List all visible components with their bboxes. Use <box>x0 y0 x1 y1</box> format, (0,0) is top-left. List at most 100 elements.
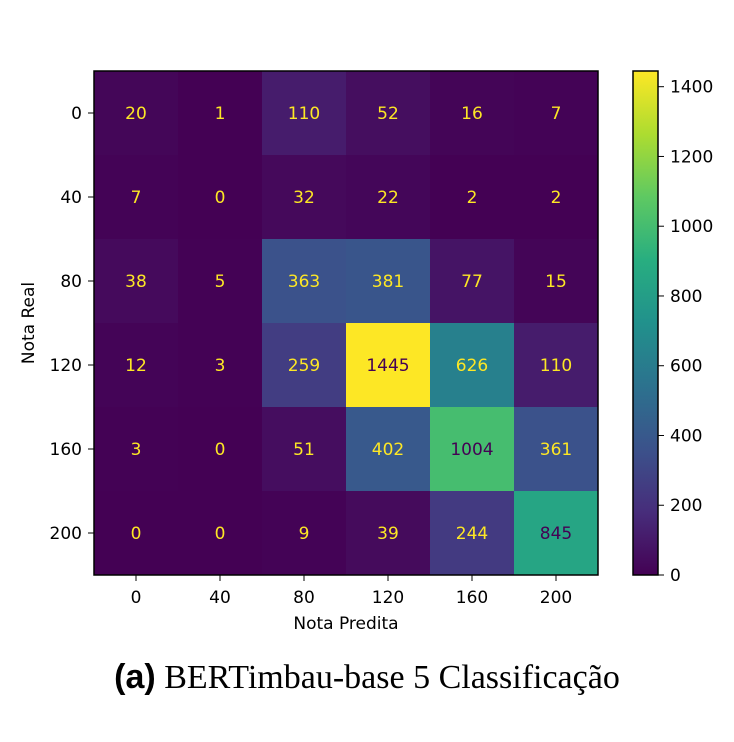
x-tick-label: 0 <box>131 588 142 608</box>
cell-value-label: 16 <box>461 104 483 124</box>
cell-value-label: 845 <box>540 524 572 544</box>
y-tick-label: 160 <box>50 440 82 460</box>
heatmap-cell <box>94 491 179 576</box>
y-tick-label: 80 <box>60 272 82 292</box>
cell-value-label: 259 <box>288 356 320 376</box>
cell-value-label: 12 <box>125 356 147 376</box>
cell-value-label: 3 <box>215 356 226 376</box>
x-tick-label: 200 <box>540 588 572 608</box>
cell-value-label: 0 <box>215 440 226 460</box>
cell-value-label: 381 <box>372 272 404 292</box>
heatmap-cell <box>346 155 431 240</box>
cell-value-label: 51 <box>293 440 315 460</box>
heatmap-cell <box>514 239 599 324</box>
x-tick-label: 80 <box>293 588 315 608</box>
heatmap-cell <box>178 407 263 492</box>
cell-value-label: 9 <box>299 524 310 544</box>
heatmap-cell <box>178 155 263 240</box>
cell-value-label: 0 <box>215 524 226 544</box>
heatmap-cell <box>178 323 263 408</box>
cell-value-label: 77 <box>461 272 483 292</box>
cell-value-label: 22 <box>377 188 399 208</box>
heatmap-cell <box>178 239 263 324</box>
cell-value-label: 110 <box>540 356 572 376</box>
cell-value-label: 402 <box>372 440 404 460</box>
cell-value-label: 363 <box>288 272 320 292</box>
heatmap-cell <box>94 239 179 324</box>
cell-value-label: 20 <box>125 104 147 124</box>
cell-value-label: 1445 <box>366 356 409 376</box>
colorbar-tick-label: 600 <box>670 357 702 377</box>
x-tick-label: 160 <box>456 588 488 608</box>
y-tick-label: 120 <box>50 356 82 376</box>
figure-caption: (a) BERTimbau-base 5 Classificação <box>0 658 734 697</box>
heatmap-cell <box>94 71 179 156</box>
y-tick-label: 0 <box>71 104 82 124</box>
x-axis-title: Nota Predita <box>293 614 398 634</box>
cell-value-label: 110 <box>288 104 320 124</box>
heatmap-cell <box>262 155 347 240</box>
cell-value-label: 7 <box>131 188 142 208</box>
cell-value-label: 626 <box>456 356 488 376</box>
colorbar <box>632 70 659 576</box>
caption-tag: (a) <box>114 658 156 696</box>
cell-value-label: 3 <box>131 440 142 460</box>
heatmap-cell <box>262 323 347 408</box>
cell-value-label: 5 <box>215 272 226 292</box>
heatmap-cell <box>262 407 347 492</box>
cell-value-label: 0 <box>215 188 226 208</box>
colorbar-tick-label: 800 <box>670 287 702 307</box>
cell-value-label: 32 <box>293 188 315 208</box>
heatmap-cell <box>262 239 347 324</box>
heatmap-cell <box>430 71 515 156</box>
y-tick-label: 200 <box>50 524 82 544</box>
cell-value-label: 52 <box>377 104 399 124</box>
heatmap-cell <box>94 155 179 240</box>
x-axis-ticks: 0 40 80 120 160 200 <box>131 575 572 608</box>
heatmap-cell <box>430 155 515 240</box>
cell-value-label: 361 <box>540 440 572 460</box>
x-tick-label: 120 <box>372 588 404 608</box>
heatmap-cell <box>430 407 515 492</box>
y-axis-title: Nota Real <box>19 282 39 364</box>
heatmap-cell <box>346 71 431 156</box>
cell-value-label: 15 <box>545 272 567 292</box>
heatmap-cell <box>262 71 347 156</box>
heatmap-cell <box>262 491 347 576</box>
colorbar-ticks: 0 200 400 600 800 1000 1200 1400 <box>658 78 713 586</box>
x-tick-label: 40 <box>209 588 231 608</box>
colorbar-tick-label: 1000 <box>670 217 713 237</box>
colorbar-tick-label: 200 <box>670 496 702 516</box>
cell-value-label: 244 <box>456 524 488 544</box>
heatmap-cell <box>346 407 431 492</box>
caption-text: BERTimbau-base 5 Classificação <box>164 659 620 696</box>
heatmap-cell <box>346 323 431 408</box>
cell-value-label: 2 <box>467 188 478 208</box>
colorbar-tick-label: 400 <box>670 426 702 446</box>
heatmap-cell <box>514 71 599 156</box>
cell-value-label: 1 <box>215 104 226 124</box>
colorbar-tick-label: 0 <box>670 566 681 586</box>
heatmap-cell <box>514 323 599 408</box>
heatmap-cell <box>94 407 179 492</box>
heatmap-cell <box>178 71 263 156</box>
heatmap-cell <box>178 491 263 576</box>
y-axis-ticks: 0 40 80 120 160 200 <box>50 104 94 544</box>
cell-value-label: 38 <box>125 272 147 292</box>
y-tick-label: 40 <box>60 188 82 208</box>
cell-value-label: 7 <box>551 104 562 124</box>
colorbar-tick-label: 1400 <box>670 78 713 98</box>
cell-value-label: 39 <box>377 524 399 544</box>
cell-value-label: 0 <box>131 524 142 544</box>
matrix-frame <box>93 70 599 576</box>
heatmap-cell <box>514 155 599 240</box>
heatmap-cell <box>346 491 431 576</box>
colorbar-tick-label: 1200 <box>670 147 713 167</box>
cell-value-label: 1004 <box>450 440 493 460</box>
heatmap-cell <box>514 407 599 492</box>
heatmap-cell <box>430 491 515 576</box>
heatmap-cell <box>430 323 515 408</box>
heatmap-cell <box>346 239 431 324</box>
